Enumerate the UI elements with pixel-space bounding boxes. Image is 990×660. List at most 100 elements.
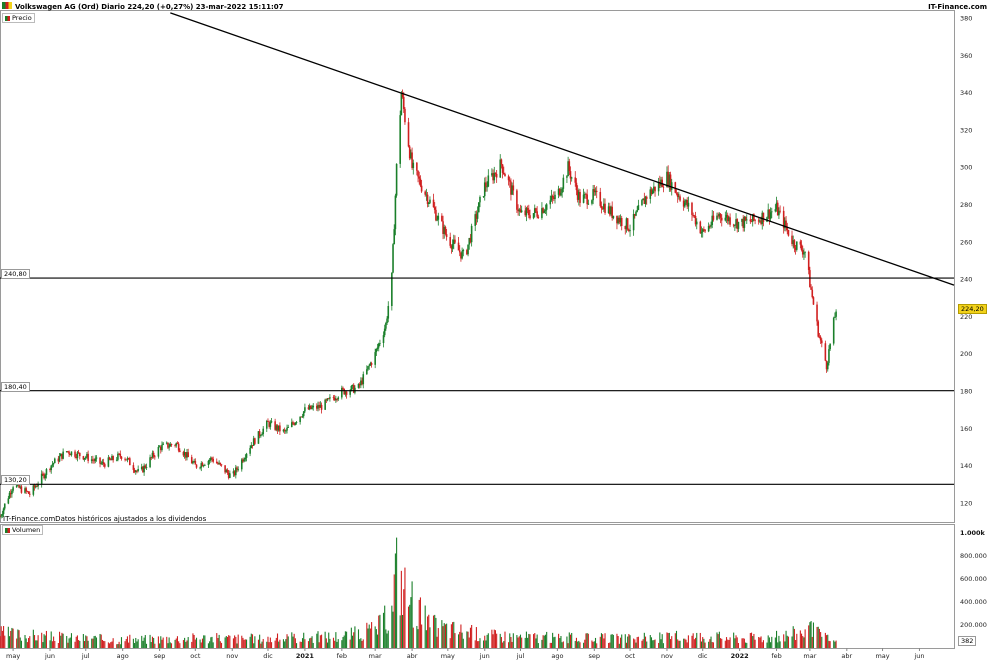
candle-body — [437, 215, 440, 220]
candle-body — [301, 416, 304, 417]
level-label-text: 130,20 — [4, 476, 27, 485]
candlestick-series — [0, 89, 837, 519]
y-tick-label: 280 — [960, 201, 972, 209]
x-tick-label: oct — [625, 652, 636, 660]
candle-body — [419, 178, 422, 186]
level-label-1: 240,80 — [1, 269, 30, 280]
candle-body — [575, 182, 578, 191]
candle-body — [420, 185, 423, 192]
candle-body — [279, 425, 281, 432]
candle-body — [392, 244, 394, 273]
candle-body — [258, 431, 261, 437]
candle-body — [86, 453, 88, 458]
candle-body — [735, 219, 737, 226]
candle-body — [329, 397, 331, 399]
candle-body — [508, 180, 511, 182]
candle-body — [476, 212, 479, 219]
candle-body — [507, 176, 510, 181]
candle-body — [167, 442, 169, 448]
candle-body — [427, 202, 430, 204]
candle-body — [576, 190, 579, 200]
candle-body — [567, 161, 569, 177]
candle-body — [543, 210, 546, 213]
candle-body — [120, 456, 123, 459]
candle-body — [333, 397, 336, 401]
candle-body — [736, 219, 739, 229]
candle-body — [383, 328, 386, 336]
candle-body — [190, 457, 193, 464]
candle-body — [578, 191, 580, 200]
candle-body — [250, 445, 253, 449]
candle-body — [429, 199, 431, 203]
candle-body — [649, 189, 652, 199]
candle-body — [809, 270, 811, 288]
candle-body — [533, 208, 536, 214]
candle-body — [774, 209, 777, 212]
candle-body — [611, 206, 613, 219]
candle-body — [224, 465, 226, 473]
candle-body — [399, 115, 401, 164]
candle-body — [519, 209, 522, 213]
candle-body — [703, 229, 705, 231]
candle-body — [612, 215, 615, 219]
candle-body — [818, 336, 821, 338]
candle-body — [11, 490, 13, 495]
candle-body — [144, 465, 147, 468]
candle-body — [67, 451, 69, 452]
candle-body — [441, 215, 443, 222]
candle-body — [657, 181, 660, 192]
candle-body — [375, 348, 378, 353]
candle-body — [174, 445, 176, 446]
candle-body — [483, 182, 486, 197]
candle-body — [824, 343, 827, 361]
candle-body — [326, 398, 329, 401]
candle-body — [443, 226, 446, 234]
candle-body — [242, 459, 244, 462]
candle-body — [204, 464, 206, 466]
candle-body — [87, 453, 89, 461]
volume-tick-label: 600.000 — [960, 575, 987, 583]
candle-body — [175, 443, 178, 446]
candle-body — [643, 198, 646, 205]
candle-body — [654, 186, 656, 192]
candle-body — [233, 471, 236, 476]
y-tick-label: 380 — [960, 14, 972, 22]
y-tick-label: 160 — [960, 425, 972, 433]
candle-body — [542, 208, 544, 213]
candle-body — [579, 191, 581, 203]
candle-body — [544, 209, 547, 211]
candle-body — [100, 463, 103, 465]
x-tick-label: may — [441, 652, 455, 660]
candle-body — [186, 452, 188, 458]
candle-body — [252, 438, 255, 446]
candle-body — [43, 473, 45, 479]
candle-body — [782, 210, 785, 229]
candle-body — [90, 459, 93, 461]
candle-body — [74, 451, 76, 457]
candle-body — [320, 404, 323, 410]
candle-body — [610, 206, 612, 215]
candle-body — [232, 471, 235, 474]
candle-body — [835, 311, 837, 317]
candle-body — [112, 456, 114, 461]
candle-body — [300, 416, 303, 418]
candle-body — [358, 383, 361, 386]
candle-body — [292, 422, 294, 424]
candle-body — [12, 487, 14, 491]
candle-body — [208, 459, 211, 461]
candle-body — [192, 462, 194, 464]
y-tick-label: 300 — [960, 164, 972, 172]
candle-body — [817, 321, 820, 337]
candle-body — [342, 387, 344, 389]
candle-body — [351, 384, 354, 386]
price-legend[interactable]: Precio — [2, 13, 35, 23]
candle-body — [132, 465, 135, 470]
candle-body — [819, 336, 822, 341]
candle-body — [154, 456, 156, 458]
candle-body — [800, 244, 803, 251]
candle-body — [768, 209, 771, 219]
volume-legend[interactable]: Volumen — [2, 525, 44, 535]
candle-body — [811, 289, 814, 298]
candle-body — [387, 306, 390, 319]
current-price-text: 224,20 — [961, 305, 984, 314]
